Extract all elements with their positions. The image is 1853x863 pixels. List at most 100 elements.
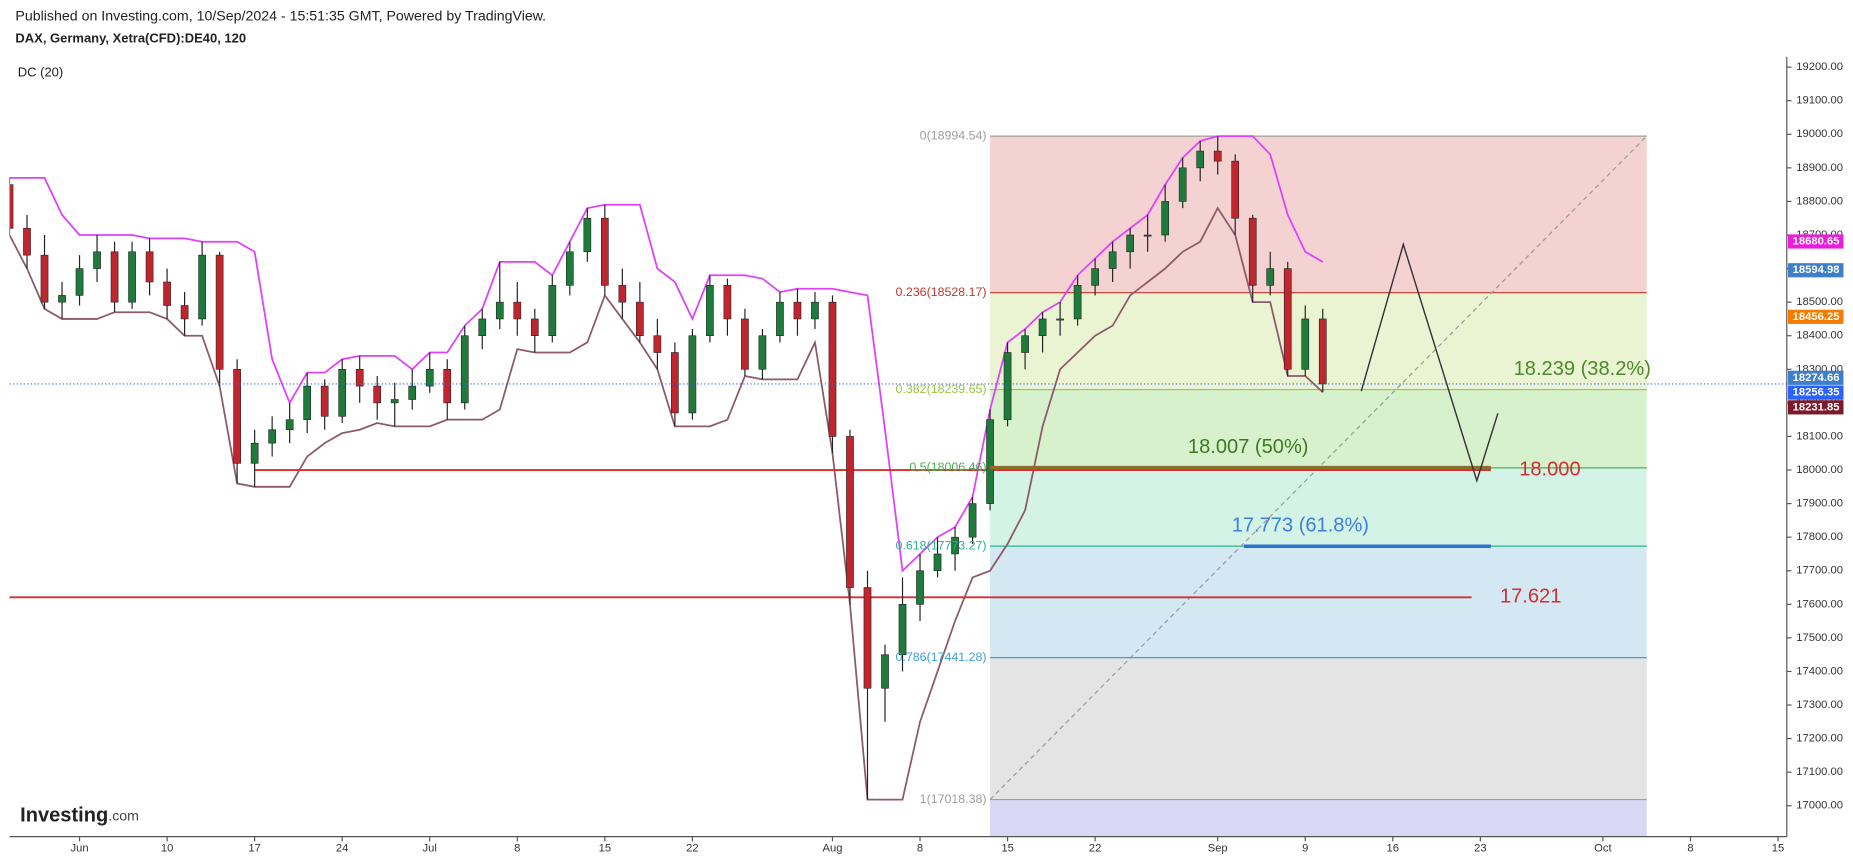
fib-band bbox=[990, 657, 1647, 800]
candle-body bbox=[968, 503, 977, 538]
fib-label: 1(17018.38) bbox=[920, 792, 987, 806]
fib-label: 0.786(17441.28) bbox=[896, 650, 987, 664]
candle-body bbox=[163, 281, 171, 306]
candle-body bbox=[583, 217, 592, 253]
y-tick-label: 18400.00 bbox=[1796, 330, 1843, 342]
y-tick-label: 18000.00 bbox=[1796, 464, 1843, 476]
candle-body bbox=[425, 369, 434, 387]
candle-body bbox=[863, 587, 872, 689]
fib-label: 0(18994.54) bbox=[920, 128, 987, 142]
candle-body bbox=[408, 385, 417, 400]
candle-body bbox=[40, 254, 49, 303]
candle-body bbox=[548, 285, 557, 337]
candle-body bbox=[846, 436, 854, 588]
symbol: DAX, Germany, Xetra(CFD):DE40, 120 bbox=[15, 30, 246, 45]
y-tick-label: 17500.00 bbox=[1796, 632, 1843, 644]
fib-band bbox=[990, 136, 1647, 293]
candle-body bbox=[285, 419, 294, 431]
y-tick-label: 17800.00 bbox=[1796, 531, 1843, 543]
note-label: 18.239 (38.2%) bbox=[1514, 358, 1651, 380]
candle-body bbox=[75, 268, 84, 296]
y-tick-label: 19100.00 bbox=[1796, 95, 1843, 107]
y-tick-label: 17000.00 bbox=[1796, 800, 1843, 812]
candle-body bbox=[1108, 251, 1117, 269]
logo-main: Investing bbox=[20, 805, 108, 827]
x-tick-label: Sep bbox=[1208, 842, 1228, 854]
logo-suffix: .com bbox=[108, 808, 139, 824]
price-tag bbox=[1787, 370, 1844, 385]
note-label: 18.007 (50%) bbox=[1188, 436, 1309, 458]
y-tick-label: 18900.00 bbox=[1796, 162, 1843, 174]
candle-body bbox=[495, 301, 504, 320]
candle-body bbox=[268, 429, 276, 444]
x-tick-label: Jun bbox=[70, 842, 88, 854]
candle-body bbox=[1056, 318, 1064, 321]
x-tick-label: 23 bbox=[1474, 842, 1486, 854]
candle-body bbox=[338, 369, 347, 417]
plot-area bbox=[9, 135, 1787, 837]
candle-body bbox=[250, 442, 259, 464]
candle-body bbox=[180, 305, 189, 320]
x-tick-label: 10 bbox=[161, 842, 173, 854]
y-tick-label: 17200.00 bbox=[1796, 733, 1843, 745]
x-tick-label: 15 bbox=[1001, 842, 1013, 854]
candle-body bbox=[793, 301, 802, 320]
y-tick-label: 18800.00 bbox=[1796, 195, 1843, 207]
candle-body bbox=[601, 217, 609, 286]
channel-upper bbox=[9, 135, 1324, 573]
candle-body bbox=[881, 654, 889, 689]
candle-body bbox=[373, 385, 382, 404]
x-tick-label: 16 bbox=[1387, 842, 1399, 854]
candle-body bbox=[653, 335, 662, 353]
price-tag-label: 18274.66 bbox=[1793, 372, 1840, 384]
x-tick-label: Oct bbox=[1594, 842, 1612, 854]
y-tick-label: 17400.00 bbox=[1796, 665, 1843, 677]
fib-band bbox=[990, 292, 1647, 390]
candle-body bbox=[1213, 150, 1222, 162]
candle-body bbox=[23, 227, 31, 256]
fib-label: 0.236(18528.17) bbox=[896, 285, 987, 299]
candle-body bbox=[443, 369, 452, 404]
candle-body bbox=[758, 335, 767, 370]
candle-body bbox=[951, 536, 959, 555]
x-tick-label: 17 bbox=[248, 842, 260, 854]
x-tick-label: 8 bbox=[1687, 842, 1693, 854]
channel-lower bbox=[9, 206, 1324, 801]
candle-body bbox=[9, 184, 14, 229]
candle-body bbox=[811, 301, 819, 320]
price-tag-label: 18231.85 bbox=[1793, 401, 1840, 413]
x-tick-label: Aug bbox=[822, 842, 842, 854]
y-tick-label: 17900.00 bbox=[1796, 498, 1843, 510]
projection bbox=[1360, 241, 1499, 484]
candle-body bbox=[198, 254, 206, 320]
candle-body bbox=[706, 285, 714, 337]
candle-body bbox=[1266, 268, 1275, 286]
candle-body bbox=[478, 318, 487, 337]
note-label: 17.773 (61.8%) bbox=[1232, 514, 1369, 536]
fib-band bbox=[990, 467, 1647, 547]
candle-body bbox=[1248, 217, 1257, 286]
candle-body bbox=[898, 604, 907, 655]
candle-body bbox=[110, 251, 119, 303]
price-tag-label: 18680.65 bbox=[1793, 235, 1840, 247]
candle-body bbox=[565, 251, 574, 286]
candle-body bbox=[215, 254, 224, 370]
logo: Investing.com bbox=[20, 805, 139, 827]
candle-body bbox=[688, 335, 697, 414]
candle-body bbox=[390, 399, 399, 404]
candle-body bbox=[776, 301, 784, 337]
candle-body bbox=[513, 301, 522, 320]
candle-body bbox=[530, 318, 539, 337]
y-tick-label: 18500.00 bbox=[1796, 296, 1843, 308]
candle-body bbox=[320, 385, 329, 417]
y-tick-label: 19200.00 bbox=[1796, 61, 1843, 73]
price-tag-label: 18594.98 bbox=[1793, 264, 1840, 276]
h-line-label: 17.621 bbox=[1500, 586, 1561, 608]
candle-body bbox=[58, 295, 66, 303]
price-tag-label: 18256.35 bbox=[1793, 387, 1840, 399]
candle-body bbox=[1283, 268, 1292, 370]
x-tick-label: 22 bbox=[686, 842, 698, 854]
y-tick-label: 18100.00 bbox=[1796, 430, 1843, 442]
candle-body bbox=[355, 369, 364, 387]
